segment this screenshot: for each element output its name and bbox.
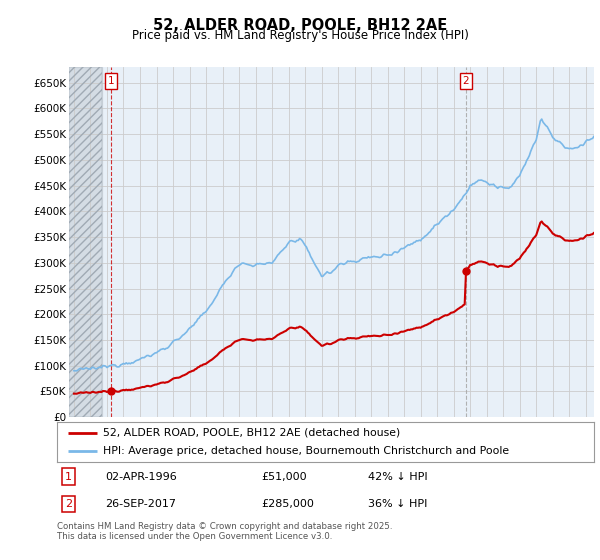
Text: 42% ↓ HPI: 42% ↓ HPI — [368, 472, 428, 482]
Text: £285,000: £285,000 — [261, 499, 314, 509]
Text: 2: 2 — [65, 499, 72, 509]
Text: Price paid vs. HM Land Registry's House Price Index (HPI): Price paid vs. HM Land Registry's House … — [131, 29, 469, 42]
Text: HPI: Average price, detached house, Bournemouth Christchurch and Poole: HPI: Average price, detached house, Bour… — [103, 446, 509, 456]
Bar — [69, 67, 102, 417]
Text: 52, ALDER ROAD, POOLE, BH12 2AE (detached house): 52, ALDER ROAD, POOLE, BH12 2AE (detache… — [103, 428, 400, 437]
Text: 36% ↓ HPI: 36% ↓ HPI — [368, 499, 428, 509]
Text: 1: 1 — [108, 76, 115, 86]
Text: 26-SEP-2017: 26-SEP-2017 — [106, 499, 176, 509]
Text: 2: 2 — [463, 76, 469, 86]
Text: 1: 1 — [65, 472, 72, 482]
Text: 52, ALDER ROAD, POOLE, BH12 2AE: 52, ALDER ROAD, POOLE, BH12 2AE — [153, 18, 447, 33]
Text: Contains HM Land Registry data © Crown copyright and database right 2025.
This d: Contains HM Land Registry data © Crown c… — [57, 522, 392, 542]
Bar — [69, 67, 102, 417]
Text: 02-APR-1996: 02-APR-1996 — [106, 472, 177, 482]
Text: £51,000: £51,000 — [261, 472, 307, 482]
